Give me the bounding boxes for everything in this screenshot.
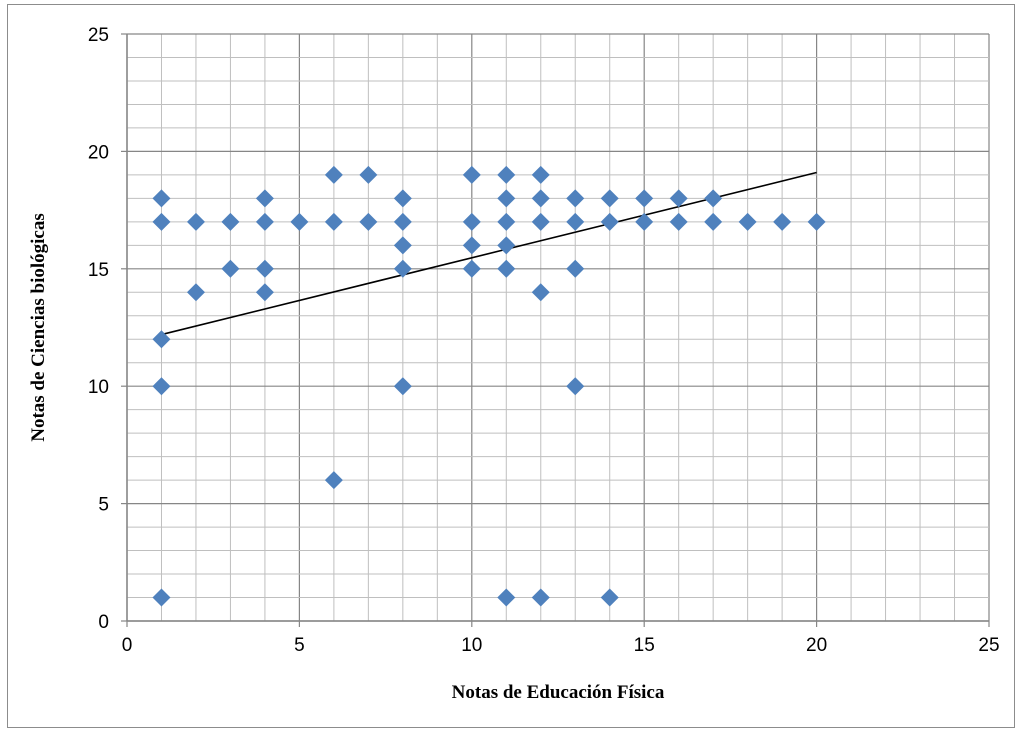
data-point: [359, 212, 378, 231]
data-point: [324, 212, 343, 231]
data-point: [221, 212, 240, 231]
data-point: [600, 588, 619, 607]
data-point: [152, 212, 171, 231]
y-tick-label: 10: [88, 377, 109, 398]
data-point: [531, 165, 550, 184]
chart-frame: [7, 4, 1015, 728]
data-point: [324, 471, 343, 490]
x-tick-label: 5: [294, 635, 305, 656]
data-points: [152, 165, 826, 607]
data-point: [152, 189, 171, 208]
data-point: [497, 165, 516, 184]
data-point: [221, 259, 240, 278]
y-tick-label: 0: [98, 612, 109, 633]
data-point: [393, 259, 412, 278]
data-point: [359, 165, 378, 184]
data-point: [152, 330, 171, 349]
data-point: [531, 189, 550, 208]
y-tick-label: 15: [88, 260, 109, 281]
data-point: [462, 165, 481, 184]
data-point: [531, 283, 550, 302]
x-axis-title: Notas de Educación Física: [452, 682, 665, 703]
data-point: [497, 212, 516, 231]
data-point: [393, 377, 412, 396]
data-point: [462, 236, 481, 255]
x-tick-label: 25: [978, 635, 999, 656]
data-point: [600, 189, 619, 208]
data-point: [393, 189, 412, 208]
data-point: [462, 259, 481, 278]
data-point: [807, 212, 826, 231]
data-point: [152, 377, 171, 396]
data-point: [566, 212, 585, 231]
data-point: [704, 212, 723, 231]
data-point: [704, 189, 723, 208]
y-axis-title: Notas de Ciencias biológicas: [28, 213, 49, 442]
data-point: [738, 212, 757, 231]
grid: [126, 33, 990, 622]
data-point: [186, 283, 205, 302]
data-point: [152, 588, 171, 607]
data-point: [393, 236, 412, 255]
x-tick-label: 0: [122, 635, 133, 656]
data-point: [255, 283, 274, 302]
axes: [121, 33, 990, 627]
data-point: [531, 212, 550, 231]
tick-labels: 0 5 10 15 20 25 0 5 10 15 20 25: [88, 25, 1000, 656]
data-point: [635, 212, 654, 231]
data-point: [773, 212, 792, 231]
data-point: [497, 588, 516, 607]
data-point: [324, 165, 343, 184]
data-point: [566, 259, 585, 278]
data-point: [497, 259, 516, 278]
data-point: [600, 212, 619, 231]
y-tick-label: 5: [98, 495, 109, 516]
data-point: [290, 212, 309, 231]
data-point: [566, 377, 585, 396]
y-tick-label: 20: [88, 142, 109, 163]
data-point: [186, 212, 205, 231]
data-point: [566, 189, 585, 208]
data-point: [669, 212, 688, 231]
data-point: [669, 189, 688, 208]
y-tick-label: 25: [88, 25, 109, 46]
data-point: [255, 189, 274, 208]
data-point: [255, 259, 274, 278]
data-point: [393, 212, 412, 231]
x-tick-label: 10: [461, 635, 482, 656]
data-point: [497, 236, 516, 255]
data-point: [462, 212, 481, 231]
x-tick-label: 20: [806, 635, 827, 656]
data-point: [497, 189, 516, 208]
data-point: [531, 588, 550, 607]
data-point: [635, 189, 654, 208]
data-point: [255, 212, 274, 231]
x-tick-label: 15: [634, 635, 655, 656]
